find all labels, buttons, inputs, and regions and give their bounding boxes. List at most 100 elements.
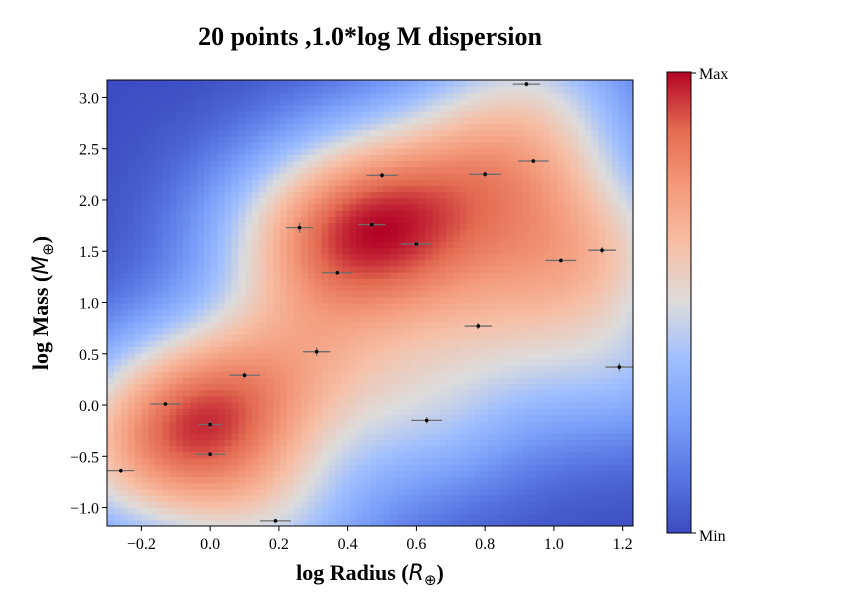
heatmap-cell xyxy=(626,507,633,515)
heatmap-cell xyxy=(245,364,253,372)
heatmap-cell xyxy=(238,197,247,205)
heatmap-cell xyxy=(363,333,371,341)
heatmap-cell xyxy=(591,501,599,509)
heatmap-cell xyxy=(280,445,288,453)
heatmap-cell xyxy=(176,203,184,211)
heatmap-cell xyxy=(127,333,136,341)
heatmap-cell xyxy=(411,395,420,403)
heatmap-cell xyxy=(162,476,170,484)
heatmap-cell xyxy=(390,265,399,273)
heatmap-cell xyxy=(536,191,544,199)
heatmap-cell xyxy=(293,383,302,391)
heatmap-cell xyxy=(466,377,475,385)
heatmap-cell xyxy=(577,216,586,224)
heatmap-cell xyxy=(280,470,288,478)
heatmap-cell xyxy=(286,445,295,453)
heatmap-cell xyxy=(563,433,572,440)
heatmap-cell xyxy=(522,513,530,521)
heatmap-cell xyxy=(307,284,316,292)
heatmap-cell xyxy=(404,179,413,186)
heatmap-cell xyxy=(543,185,551,193)
heatmap-cell xyxy=(217,141,226,149)
heatmap-cell xyxy=(203,141,212,149)
heatmap-cell xyxy=(473,265,482,273)
heatmap-cell xyxy=(570,451,579,459)
heatmap-cell xyxy=(356,426,364,434)
heatmap-cell xyxy=(404,358,413,366)
heatmap-cell xyxy=(245,191,253,199)
heatmap-cell xyxy=(605,408,613,416)
heatmap-cell xyxy=(529,352,537,360)
heatmap-cell xyxy=(522,470,530,478)
heatmap-cell xyxy=(494,364,503,372)
heatmap-cell xyxy=(522,222,530,230)
heatmap-cell xyxy=(563,464,572,471)
heatmap-cell xyxy=(238,495,247,502)
heatmap-cell xyxy=(190,395,198,403)
heatmap-cell xyxy=(612,501,620,509)
heatmap-cell xyxy=(148,414,157,422)
heatmap-cell xyxy=(141,284,150,292)
heatmap-cell xyxy=(141,426,150,434)
heatmap-cell xyxy=(439,228,447,236)
heatmap-cell xyxy=(473,278,482,286)
heatmap-cell xyxy=(598,426,606,434)
heatmap-cell xyxy=(217,389,226,397)
heatmap-cell xyxy=(162,241,170,248)
heatmap-cell xyxy=(169,389,177,397)
heatmap-cell xyxy=(210,513,219,521)
heatmap-cell xyxy=(190,340,198,347)
heatmap-cell xyxy=(300,160,309,168)
heatmap-cell xyxy=(307,464,316,471)
heatmap-cell xyxy=(591,135,599,143)
heatmap-cell xyxy=(141,241,150,248)
heatmap-cell xyxy=(480,439,489,447)
heatmap-cell xyxy=(259,135,267,143)
heatmap-cell xyxy=(591,234,599,242)
heatmap-cell xyxy=(245,439,253,447)
heatmap-cell xyxy=(141,377,150,385)
heatmap-cell xyxy=(626,377,633,385)
heatmap-cell xyxy=(300,383,309,391)
heatmap-cell xyxy=(335,358,343,366)
heatmap-cell xyxy=(411,488,420,496)
heatmap-cell xyxy=(196,358,205,366)
heatmap-cell xyxy=(141,222,150,230)
heatmap-cell xyxy=(556,278,565,286)
heatmap-cell xyxy=(190,389,198,397)
heatmap-cell xyxy=(183,247,191,255)
heatmap-cell xyxy=(626,451,633,459)
heatmap-cell xyxy=(515,241,523,248)
heatmap-cell xyxy=(543,457,551,465)
heatmap-cell xyxy=(376,327,385,335)
heatmap-cell xyxy=(480,420,489,428)
heatmap-cell xyxy=(536,389,544,397)
heatmap-cell xyxy=(155,408,163,416)
heatmap-cell xyxy=(134,377,143,385)
heatmap-cell xyxy=(190,495,198,502)
heatmap-cell xyxy=(252,179,260,186)
heatmap-cell xyxy=(549,501,558,509)
heatmap-cell xyxy=(487,364,496,372)
heatmap-cell xyxy=(127,346,136,354)
heatmap-cell xyxy=(543,154,551,162)
heatmap-cell xyxy=(543,470,551,478)
heatmap-cell xyxy=(293,296,302,304)
heatmap-cell xyxy=(383,160,392,168)
heatmap-cell xyxy=(466,420,475,428)
heatmap-cell xyxy=(370,519,378,526)
heatmap-cell xyxy=(501,185,510,193)
heatmap-cell xyxy=(487,476,496,484)
heatmap-cell xyxy=(266,402,274,409)
heatmap-cell xyxy=(370,265,378,273)
heatmap-cell xyxy=(605,179,613,186)
heatmap-cell xyxy=(619,129,627,137)
heatmap-cell xyxy=(107,203,115,211)
heatmap-cell xyxy=(612,445,620,453)
heatmap-cell xyxy=(404,148,413,155)
heatmap-cell xyxy=(190,228,198,236)
heatmap-cell xyxy=(293,148,302,155)
heatmap-cell xyxy=(328,457,336,465)
heatmap-cell xyxy=(335,272,343,279)
heatmap-cell xyxy=(563,166,572,174)
